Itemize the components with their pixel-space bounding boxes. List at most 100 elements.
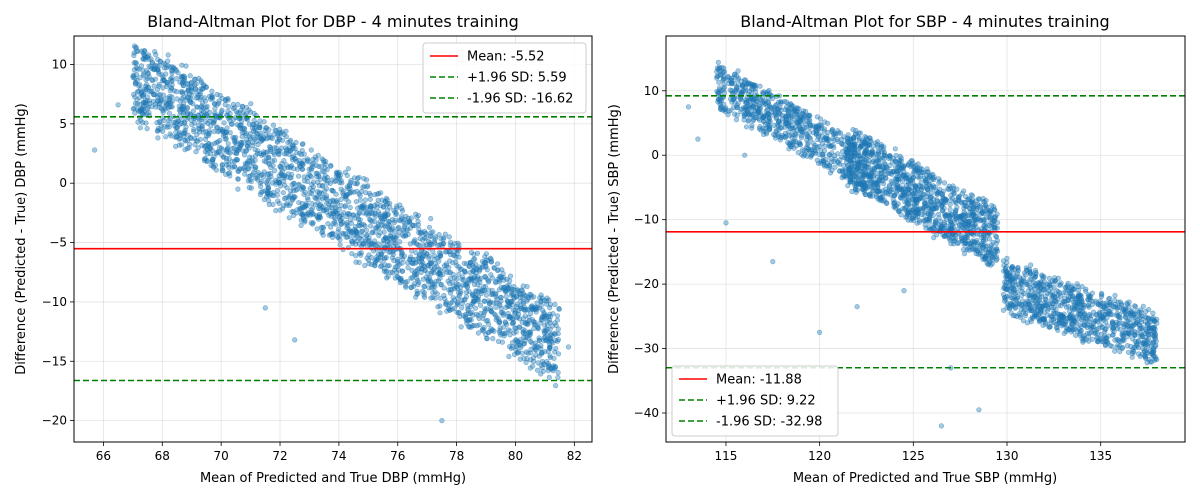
dbp-data-point bbox=[557, 306, 562, 311]
dbp-data-point bbox=[335, 201, 340, 206]
dbp-data-point bbox=[297, 151, 302, 156]
sbp-data-point bbox=[1052, 285, 1057, 290]
dbp-data-point bbox=[182, 74, 187, 79]
sbp-data-point bbox=[952, 191, 957, 196]
dbp-data-point bbox=[542, 323, 547, 328]
sbp-data-point bbox=[1107, 296, 1112, 301]
sbp-data-point bbox=[772, 123, 777, 128]
dbp-data-point bbox=[500, 310, 505, 315]
sbp-data-point bbox=[891, 170, 896, 175]
sbp-data-point bbox=[822, 129, 827, 134]
sbp-data-point bbox=[947, 236, 952, 241]
sbp-data-point bbox=[751, 87, 756, 92]
dbp-data-point bbox=[342, 210, 347, 215]
dbp-outlier-point bbox=[292, 338, 297, 343]
sbp-data-point bbox=[825, 121, 830, 126]
dbp-data-point bbox=[407, 219, 412, 224]
sbp-data-point bbox=[848, 158, 853, 163]
dbp-data-point bbox=[364, 190, 369, 195]
sbp-data-point bbox=[937, 181, 942, 186]
dbp-data-point bbox=[530, 364, 535, 369]
dbp-data-point bbox=[202, 96, 207, 101]
sbp-data-point bbox=[788, 101, 793, 106]
sbp-data-point bbox=[958, 217, 963, 222]
dbp-data-point bbox=[409, 276, 414, 281]
dbp-data-point bbox=[521, 300, 526, 305]
dbp-data-point bbox=[486, 280, 491, 285]
dbp-x-axis-label: Mean of Predicted and True DBP (mmHg) bbox=[200, 471, 466, 486]
dbp-data-point bbox=[483, 254, 488, 259]
dbp-legend-label: +1.96 SD: 5.59 bbox=[467, 71, 567, 86]
dbp-data-point bbox=[444, 250, 449, 255]
dbp-data-point bbox=[531, 356, 536, 361]
dbp-data-point bbox=[514, 326, 519, 331]
dbp-data-point bbox=[135, 107, 140, 112]
dbp-data-point bbox=[228, 151, 233, 156]
dbp-data-point bbox=[429, 296, 434, 301]
sbp-data-point bbox=[734, 117, 739, 122]
dbp-data-point bbox=[547, 375, 552, 380]
sbp-data-point bbox=[721, 76, 726, 81]
dbp-data-point bbox=[301, 185, 306, 190]
dbp-data-point bbox=[272, 158, 277, 163]
dbp-data-point bbox=[502, 285, 507, 290]
sbp-data-point bbox=[984, 198, 989, 203]
sbp-data-point bbox=[766, 100, 771, 105]
sbp-data-point bbox=[913, 215, 918, 220]
dbp-data-point bbox=[456, 282, 461, 287]
dbp-data-point bbox=[309, 148, 314, 153]
dbp-data-point bbox=[548, 320, 553, 325]
sbp-data-point bbox=[892, 193, 897, 198]
dbp-data-point bbox=[451, 253, 456, 258]
dbp-data-point bbox=[507, 354, 512, 359]
dbp-data-point bbox=[484, 319, 489, 324]
sbp-data-point bbox=[840, 175, 845, 180]
dbp-data-point bbox=[236, 169, 241, 174]
dbp-data-point bbox=[421, 261, 426, 266]
dbp-data-point bbox=[228, 118, 233, 123]
dbp-data-point bbox=[464, 294, 469, 299]
dbp-data-point bbox=[382, 217, 387, 222]
dbp-data-point bbox=[306, 198, 311, 203]
sbp-data-point bbox=[715, 66, 720, 71]
dbp-data-point bbox=[528, 351, 533, 356]
dbp-data-point bbox=[167, 118, 172, 123]
sbp-data-point bbox=[856, 188, 861, 193]
dbp-data-point bbox=[506, 328, 511, 333]
dbp-data-point bbox=[415, 215, 420, 220]
dbp-data-point bbox=[526, 297, 531, 302]
sbp-data-point bbox=[784, 121, 789, 126]
sbp-data-point bbox=[728, 88, 733, 93]
dbp-data-point bbox=[480, 288, 485, 293]
dbp-data-point bbox=[478, 303, 483, 308]
dbp-data-point bbox=[354, 260, 359, 265]
dbp-data-point bbox=[514, 348, 519, 353]
dbp-data-point bbox=[518, 357, 523, 362]
dbp-data-point bbox=[485, 306, 490, 311]
sbp-data-point bbox=[795, 122, 800, 127]
dbp-data-point bbox=[249, 101, 254, 106]
sbp-data-point bbox=[868, 192, 873, 197]
sbp-data-point bbox=[759, 98, 764, 103]
dbp-data-point bbox=[468, 311, 473, 316]
dbp-data-point bbox=[300, 167, 305, 172]
dbp-data-point bbox=[310, 201, 315, 206]
dbp-data-point bbox=[316, 173, 321, 178]
dbp-data-point bbox=[317, 212, 322, 217]
dbp-data-point bbox=[258, 181, 263, 186]
dbp-data-point bbox=[462, 261, 467, 266]
sbp-data-point bbox=[858, 131, 863, 136]
dbp-data-point bbox=[140, 106, 145, 111]
sbp-data-point bbox=[750, 123, 755, 128]
sbp-data-point bbox=[988, 215, 993, 220]
dbp-chart-title: Bland-Altman Plot for DBP - 4 minutes tr… bbox=[147, 12, 519, 31]
dbp-data-point bbox=[175, 76, 180, 81]
dbp-outlier-point bbox=[263, 306, 268, 311]
sbp-data-point bbox=[949, 198, 954, 203]
sbp-data-point bbox=[1002, 299, 1007, 304]
sbp-data-point bbox=[994, 258, 999, 263]
dbp-data-point bbox=[520, 351, 525, 356]
dbp-data-point bbox=[294, 159, 299, 164]
